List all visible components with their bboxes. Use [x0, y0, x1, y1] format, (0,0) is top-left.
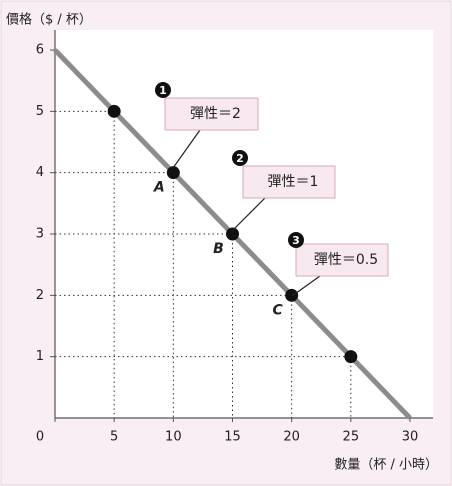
x-tick-label: 15	[224, 430, 241, 445]
point	[285, 288, 299, 302]
x-axis-label: 數量（杯 / 小時）	[334, 458, 438, 473]
point-label: C	[273, 302, 284, 318]
annotation-badge	[232, 150, 248, 166]
point	[226, 227, 239, 241]
leader-line	[172, 129, 201, 169]
y-tick-label: 4	[36, 165, 44, 180]
annotation-number: 2	[236, 152, 244, 165]
annotation-badge	[155, 82, 171, 98]
point	[344, 350, 358, 364]
y-tick-label: 3	[36, 227, 44, 242]
y-tick-label: 5	[36, 104, 44, 119]
point-label: A	[153, 180, 165, 196]
annotation-text: 彈性＝1	[268, 174, 319, 190]
annotation-box	[242, 165, 336, 199]
annotation-box	[164, 97, 259, 131]
y-tick-label: 6	[36, 43, 44, 58]
annotation-number: 1	[159, 84, 167, 97]
x-tick-label: 25	[343, 430, 360, 445]
leader-line	[231, 197, 266, 232]
annotation-badge	[288, 232, 304, 248]
annotation-text: 彈性＝0.5	[314, 252, 378, 268]
y-tick-label: 2	[36, 288, 44, 303]
x-tick-label: 30	[402, 430, 419, 445]
x-tick-label: 0	[36, 430, 44, 445]
x-tick-label: 10	[165, 430, 182, 445]
y-tick-label: 1	[36, 349, 44, 364]
plot-area	[55, 30, 433, 418]
annotation-text: 彈性＝2	[190, 106, 241, 122]
x-tick-label: 5	[110, 430, 118, 445]
y-axis-label: 價格（$ / 杯）	[6, 12, 92, 28]
point	[107, 104, 121, 118]
annotation-number: 3	[292, 234, 300, 247]
annotation-box	[295, 243, 389, 277]
leader-line	[291, 275, 321, 297]
x-tick-label: 20	[283, 430, 300, 445]
point	[166, 166, 180, 180]
point-label: B	[213, 241, 224, 257]
